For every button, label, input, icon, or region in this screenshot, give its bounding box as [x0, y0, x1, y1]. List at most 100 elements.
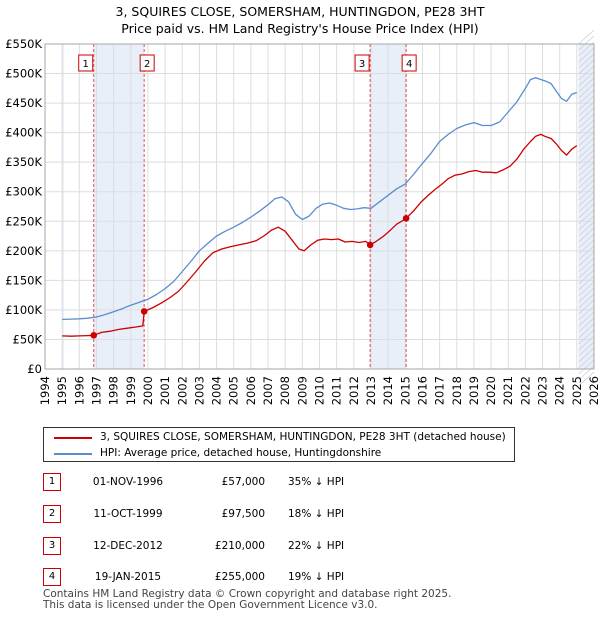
- x-tick-label: 2009: [295, 376, 309, 405]
- x-tick-label: 2005: [227, 376, 241, 405]
- y-tick-label: £250K: [5, 214, 42, 228]
- transaction-hpi-diff: 18% ↓ HPI: [288, 508, 345, 520]
- transaction-row: 2 11-OCT-1999 £97,500 18% ↓ HPI: [43, 505, 463, 523]
- legend-item-hpi: HPI: Average price, detached house, Hunt…: [44, 445, 514, 461]
- x-tick-label: 2017: [433, 376, 447, 405]
- sale-label-text: 3: [359, 59, 365, 70]
- future-hatch: [578, 125, 595, 141]
- future-hatch: [578, 209, 595, 225]
- x-tick-label: 2012: [347, 376, 361, 405]
- future-hatch: [578, 143, 595, 159]
- legend-label-property: 3, SQUIRES CLOSE, SOMERSHAM, HUNTINGDON,…: [100, 431, 506, 443]
- future-hatch: [578, 287, 595, 303]
- y-tick-label: £350K: [5, 155, 42, 169]
- future-hatch: [578, 365, 595, 381]
- y-tick-label: £50K: [13, 332, 43, 346]
- transaction-hpi-diff: 19% ↓ HPI: [288, 571, 345, 583]
- y-tick-label: £300K: [5, 185, 42, 199]
- chart-title-line1: 3, SQUIRES CLOSE, SOMERSHAM, HUNTINGDON,…: [115, 4, 485, 19]
- sale-label-text: 1: [83, 59, 89, 70]
- future-hatch: [578, 215, 595, 231]
- sale-label-frame: [139, 54, 155, 72]
- sale-point: [366, 241, 374, 249]
- x-tick-label: 2018: [450, 376, 464, 405]
- future-hatch: [578, 329, 595, 345]
- sale-point: [140, 308, 148, 315]
- legend: 3, SQUIRES CLOSE, SOMERSHAM, HUNTINGDON,…: [43, 427, 515, 462]
- transaction-row: 3 12-DEC-2012 £210,000 22% ↓ HPI: [43, 537, 463, 555]
- future-hatch: [578, 35, 595, 51]
- future-hatch: [578, 323, 595, 339]
- future-hatch: [578, 311, 595, 327]
- future-hatch: [578, 149, 595, 165]
- x-tick-label: 2015: [398, 376, 412, 405]
- future-hatch: [578, 95, 595, 111]
- future-hatch: [578, 335, 595, 351]
- future-hatch: [578, 281, 595, 297]
- future-hatch: [578, 245, 595, 261]
- future-hatch: [578, 353, 595, 369]
- future-hatch: [578, 317, 595, 333]
- future-hatch: [578, 359, 595, 375]
- chart-title: 3, SQUIRES CLOSE, SOMERSHAM, HUNTINGDON,…: [0, 3, 600, 37]
- x-tick-label: 2024: [553, 376, 567, 405]
- future-hatch: [578, 299, 595, 315]
- future-hatch: [578, 71, 595, 87]
- x-tick-label: 1998: [107, 376, 121, 405]
- x-tick-label: 2010: [313, 376, 327, 405]
- footer-copyright: Contains HM Land Registry data © Crown c…: [43, 588, 452, 600]
- x-tick-label: 2006: [244, 376, 258, 405]
- x-tick-label: 2008: [278, 376, 292, 405]
- x-tick-label: 1994: [38, 376, 52, 405]
- x-tick-label: 2013: [364, 376, 378, 405]
- x-tick-label: 2026: [587, 376, 600, 405]
- transaction-date: 11-OCT-1999: [93, 508, 163, 520]
- transaction-row: 1 01-NOV-1996 £57,000 35% ↓ HPI: [43, 473, 463, 491]
- y-tick-label: £400K: [5, 126, 42, 140]
- x-tick-label: 2019: [467, 376, 481, 405]
- y-tick-label: £0: [27, 362, 42, 376]
- future-hatch: [578, 59, 595, 75]
- footer-licence: This data is licensed under the Open Gov…: [43, 599, 378, 611]
- transaction-marker: 1: [43, 473, 61, 491]
- future-hatch: [578, 239, 595, 255]
- transaction-price: £57,000: [221, 476, 265, 488]
- future-hatch: [578, 185, 595, 201]
- future-hatch: [578, 275, 595, 291]
- x-tick-label: 2007: [261, 376, 275, 405]
- sale-label-box: 4: [401, 54, 417, 72]
- transaction-marker: 4: [43, 568, 61, 586]
- sale-label-box: 2: [139, 54, 155, 72]
- future-hatch: [578, 191, 595, 207]
- legend-label-hpi: HPI: Average price, detached house, Hunt…: [100, 447, 382, 459]
- future-hatch: [578, 107, 595, 123]
- future-hatch: [578, 65, 595, 81]
- y-tick-label: £100K: [5, 303, 42, 317]
- legend-swatch-hpi: [54, 453, 92, 455]
- x-tick-label: 2022: [518, 376, 532, 405]
- future-hatch: [578, 131, 595, 147]
- future-hatch: [578, 155, 595, 171]
- x-tick-label: 1995: [55, 376, 69, 405]
- transaction-marker: 3: [43, 537, 61, 555]
- sale-label-text: 4: [406, 59, 412, 70]
- future-hatch: [578, 227, 595, 243]
- transaction-hpi-diff: 35% ↓ HPI: [288, 476, 345, 488]
- future-hatch: [578, 251, 595, 267]
- y-tick-label: £450K: [5, 96, 42, 110]
- future-hatch: [578, 293, 595, 309]
- sale-label-box: 1: [78, 54, 94, 72]
- future-hatch: [578, 113, 595, 129]
- x-tick-label: 2020: [484, 376, 498, 405]
- future-hatch: [578, 305, 595, 321]
- x-tick-label: 2004: [210, 376, 224, 405]
- future-hatch: [578, 89, 595, 105]
- y-tick-label: £550K: [5, 37, 42, 51]
- sale-label-frame: [354, 54, 370, 72]
- future-hatch: [578, 83, 595, 99]
- future-hatch: [578, 119, 595, 135]
- plot-frame: [44, 43, 595, 370]
- future-hatch: [578, 77, 595, 93]
- transaction-date: 19-JAN-2015: [94, 571, 162, 583]
- future-hatch: [578, 347, 595, 363]
